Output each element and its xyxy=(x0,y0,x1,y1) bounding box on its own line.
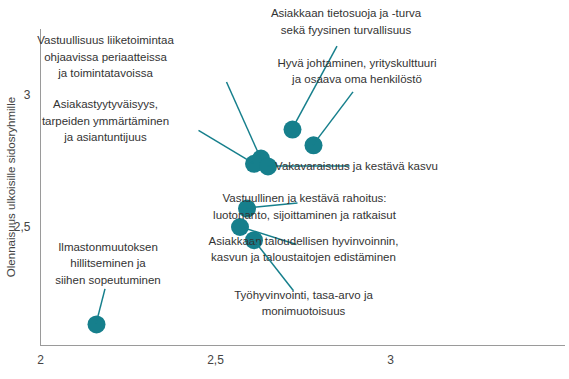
svg-text:3: 3 xyxy=(387,353,394,367)
svg-text:Työhyvinvointi, tasa-arvo jamo: Työhyvinvointi, tasa-arvo jamonimuotoisu… xyxy=(234,289,373,318)
svg-text:Olennaisuus ulkoisille sidosry: Olennaisuus ulkoisille sidosryhmille xyxy=(5,97,17,277)
svg-text:2,5: 2,5 xyxy=(13,219,31,234)
svg-text:Vakavaraisuus ja kestävä kasvu: Vakavaraisuus ja kestävä kasvu xyxy=(275,160,438,172)
svg-text:2: 2 xyxy=(37,353,44,367)
svg-text:Asiakastyytyväisyys,tarpeiden: Asiakastyytyväisyys,tarpeiden ymmärtämin… xyxy=(42,98,169,143)
svg-text:Vastuullinen ja kestävä rahoit: Vastuullinen ja kestävä rahoitus:luotona… xyxy=(213,192,397,221)
svg-text:Vastuullisuus liiketoimintaaoh: Vastuullisuus liiketoimintaaohjaavissa p… xyxy=(37,34,174,79)
svg-text:Hyvä johtaminen, yrityskulttuu: Hyvä johtaminen, yrityskulttuurija osaav… xyxy=(277,57,436,86)
svg-text:Ilmastonmuutoksenhillitseminen: Ilmastonmuutoksenhillitseminen jasiihen … xyxy=(55,241,161,286)
svg-text:3: 3 xyxy=(24,88,31,102)
svg-text:Asiakkaan taloudellisen hyvinv: Asiakkaan taloudellisen hyvinvoinnin,kas… xyxy=(209,235,399,264)
svg-text:Asiakkaan tietosuoja ja -turva: Asiakkaan tietosuoja ja -turvasekä fyysi… xyxy=(271,7,422,36)
svg-text:2,5: 2,5 xyxy=(207,353,224,367)
